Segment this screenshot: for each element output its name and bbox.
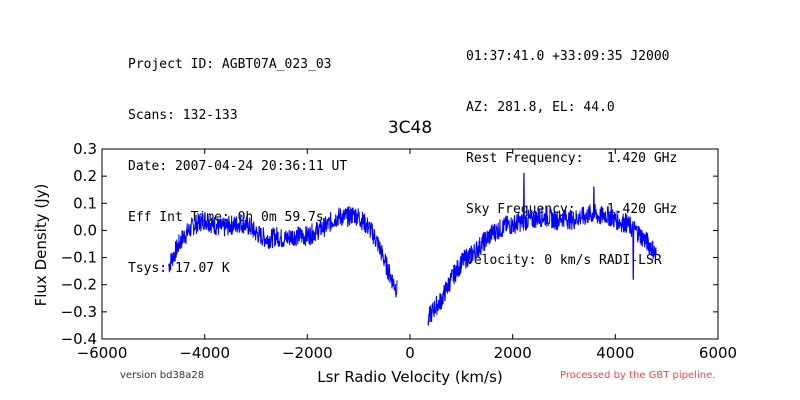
header-right-info: 01:37:41.0 +33:09:35 J2000 AZ: 281.8, EL… — [466, 14, 677, 286]
spectrum-trace-1 — [168, 205, 398, 298]
y-tick-label: 0.0 — [73, 221, 97, 239]
x-tick-label: 6000 — [699, 344, 737, 362]
y-tick-label: 0.1 — [73, 194, 97, 212]
x-tick-label: 4000 — [596, 344, 634, 362]
y-axis-label: Flux Density (Jy) — [32, 184, 50, 307]
coordinates-text: 01:37:41.0 +33:09:35 J2000 — [466, 49, 670, 64]
plot-area: −6000 −4000 −2000 0 2000 4000 6000 −0.4 −0.3 −0.2… — [61, 140, 738, 362]
pipeline-credit: Processed by the GBT pipeline. — [560, 370, 716, 381]
y-tick-label: −0.1 — [61, 249, 97, 267]
sky-frequency-text: Sky Frequency: 1.420 GHz — [466, 202, 678, 217]
x-tick-label: −6000 — [77, 344, 128, 362]
y-tick-label: 0.3 — [73, 140, 97, 158]
x-tick-label: 0 — [405, 344, 415, 362]
plot-frame — [101, 148, 719, 340]
rest-frequency-text: Rest Frequency: 1.420 GHz — [466, 151, 678, 166]
y-tick-label: −0.2 — [61, 276, 97, 294]
date-text: Date: 2007-04-24 20:36:11 UT — [128, 159, 348, 174]
tsys-text: Tsys: 17.07 K — [128, 261, 230, 276]
x-tick-label: 2000 — [494, 344, 532, 362]
eff-int-time-text: Eff Int Time: 0h 0m 59.7s — [128, 210, 324, 225]
x-axis-label: Lsr Radio Velocity (km/s) — [317, 368, 503, 386]
version-label: version bd38a28 — [120, 370, 205, 381]
y-tick-label: −0.3 — [61, 303, 97, 321]
header-left-info: Project ID: AGBT07A_023_03 Scans: 132-13… — [128, 22, 347, 294]
spectrum-trace-2 — [427, 172, 657, 326]
x-tick-label: −2000 — [282, 344, 333, 362]
project-id-text: Project ID: AGBT07A_023_03 — [128, 57, 332, 72]
y-tick-label: 0.2 — [73, 167, 97, 185]
y-tick-label: −0.4 — [61, 330, 97, 348]
chart-title: 3C48 — [388, 118, 432, 138]
x-tick-label: −4000 — [179, 344, 230, 362]
scans-text: Scans: 132-133 — [128, 108, 238, 123]
az-el-text: AZ: 281.8, EL: 44.0 — [466, 100, 615, 115]
velocity-text: Velocity: 0 km/s RADI-LSR — [466, 253, 662, 268]
